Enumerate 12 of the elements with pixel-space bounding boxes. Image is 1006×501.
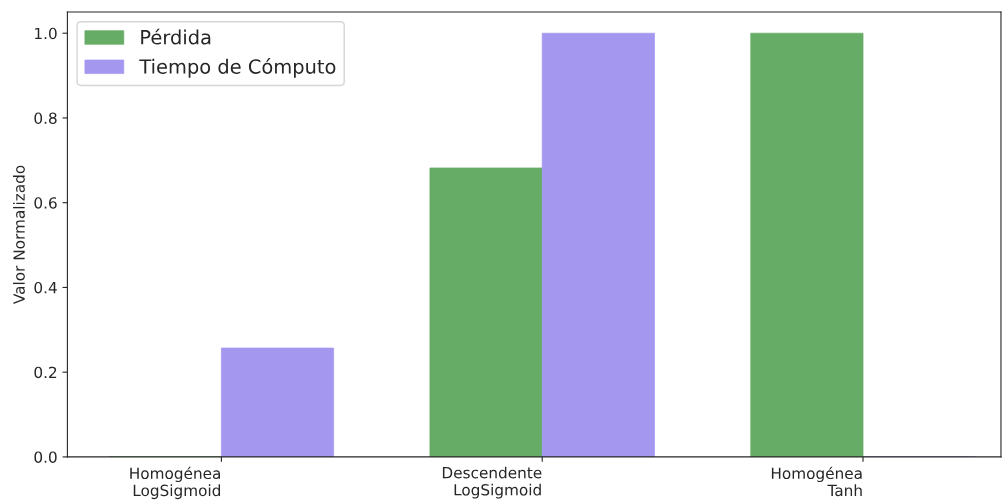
y-tick-label: 0.4 [34, 281, 57, 294]
x-tick-label: Descendente LogSigmoid [442, 466, 542, 499]
x-tick-label: Homogénea Tanh [771, 466, 862, 497]
y-axis-title: Valor Normalizado [13, 165, 25, 304]
y-tick-label: 1.0 [35, 27, 57, 40]
y-tick-label: 0.0 [34, 451, 57, 463]
legend-label: Pérdida [141, 28, 211, 45]
y-tick-label: 0.2 [34, 366, 57, 379]
y-tick-label: 0.6 [34, 197, 57, 209]
legend-label: Tiempo de Cómputo [139, 58, 336, 78]
x-tick-label: Homogénea LogSigmoid [130, 466, 220, 500]
y-tick-label: 0.8 [34, 112, 57, 124]
